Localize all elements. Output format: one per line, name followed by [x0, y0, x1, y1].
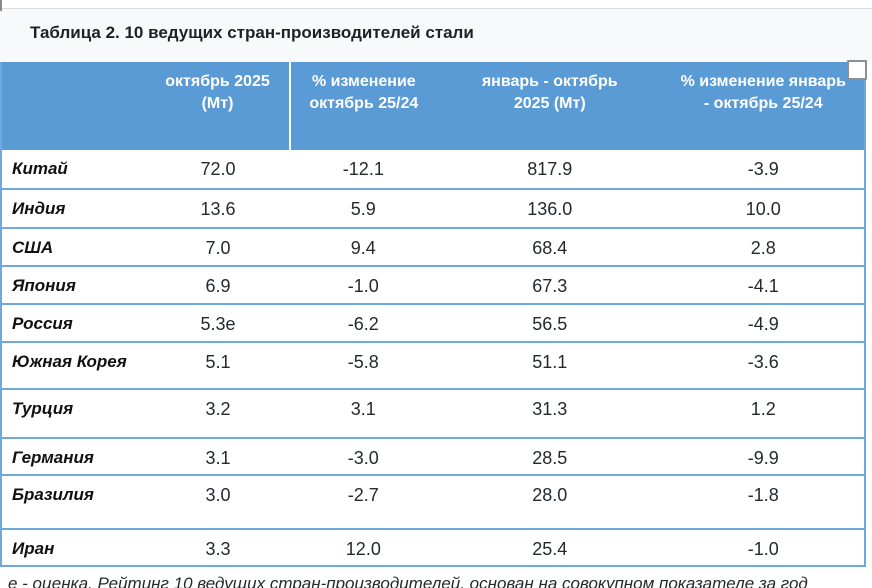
table-row: Южная Корея 5.1 -5.8 51.1 -3.6: [1, 342, 865, 390]
value-cell: -2.7: [289, 475, 437, 530]
table-row: Бразилия 3.0 -2.7 28.0 -1.8: [1, 475, 865, 530]
value-cell: 25.4: [436, 529, 663, 567]
value-cell: 9.4: [289, 228, 437, 267]
header-jan-october-2025: январь - октябрь 2025 (Мт): [436, 62, 663, 150]
header-line: январь - октябрь: [481, 73, 618, 90]
header-row: октябрь 2025 (Мт) % изменение октябрь 25…: [1, 62, 865, 150]
value-cell: 67.3: [436, 266, 663, 305]
value-cell: -1.0: [289, 266, 437, 305]
value-cell: 10.0: [662, 189, 865, 229]
value-cell: 817.9: [436, 150, 663, 190]
value-cell: -4.1: [662, 266, 865, 305]
value-cell: 6.9: [146, 266, 290, 305]
value-cell: 72.0: [146, 150, 290, 190]
value-cell: 31.3: [436, 389, 663, 439]
value-cell: -12.1: [289, 150, 437, 190]
page-title: Таблица 2. 10 ведущих стран-производител…: [30, 23, 474, 42]
steel-production-table: октябрь 2025 (Мт) % изменение октябрь 25…: [0, 62, 866, 567]
value-cell: 13.6: [146, 189, 290, 229]
value-cell: 3.1: [146, 438, 290, 476]
value-cell: 28.5: [436, 438, 663, 476]
table-row: Китай 72.0 -12.1 817.9 -3.9: [1, 150, 865, 190]
value-cell: -3.6: [662, 342, 865, 390]
value-cell: 3.0: [146, 475, 290, 530]
top-divider: [0, 0, 872, 9]
country-cell: Бразилия: [1, 475, 147, 530]
country-cell: Турция: [1, 389, 147, 439]
value-cell: -1.0: [662, 529, 865, 567]
header-line: - октябрь 25/24: [703, 95, 823, 112]
country-cell: Индия: [1, 189, 147, 229]
value-cell: -6.2: [289, 304, 437, 343]
country-cell: Южная Корея: [1, 342, 147, 390]
header-october-2025: октябрь 2025 (Мт): [146, 62, 291, 150]
table-footnote: е - оценка. Рейтинг 10 ведущих стран-про…: [8, 574, 808, 588]
value-cell: 56.5: [436, 304, 663, 343]
country-cell: Иран: [1, 529, 147, 567]
value-cell: 136.0: [436, 189, 663, 229]
table-row: Япония 6.9 -1.0 67.3 -4.1: [1, 266, 865, 305]
country-cell: Германия: [1, 438, 147, 476]
value-cell: 7.0: [146, 228, 290, 267]
value-cell: -5.8: [289, 342, 437, 390]
value-cell: 68.4: [436, 228, 663, 267]
header-country: [1, 62, 147, 150]
value-cell: 2.8: [662, 228, 865, 267]
country-cell: Япония: [1, 266, 147, 305]
value-cell: 5.1: [146, 342, 290, 390]
table-row: Турция 3.2 3.1 31.3 1.2: [1, 389, 865, 439]
header-change-jan-october: % изменение январь - октябрь 25/24: [662, 62, 865, 150]
value-cell: -9.9: [662, 438, 865, 476]
table-row: Россия 5.3е -6.2 56.5 -4.9: [1, 304, 865, 343]
value-cell: 12.0: [289, 529, 437, 567]
left-edge-mark: [0, 0, 2, 11]
table-row: Германия 3.1 -3.0 28.5 -9.9: [1, 438, 865, 476]
value-cell: -4.9: [662, 304, 865, 343]
country-cell: Россия: [1, 304, 147, 343]
value-cell: -3.0: [289, 438, 437, 476]
title-section: Таблица 2. 10 ведущих стран-производител…: [0, 9, 872, 62]
header-line: октябрь 2025: [165, 73, 270, 90]
header-line: октябрь 25/24: [309, 95, 419, 112]
header-line: (Мт): [201, 95, 234, 112]
country-cell: США: [1, 228, 147, 267]
value-cell: 3.3: [146, 529, 290, 567]
table-row: США 7.0 9.4 68.4 2.8: [1, 228, 865, 267]
value-cell: -1.8: [662, 475, 865, 530]
table-row: Иран 3.3 12.0 25.4 -1.0: [1, 529, 865, 567]
checkbox[interactable]: [847, 60, 867, 80]
value-cell: 3.1: [289, 389, 437, 439]
header-line: % изменение январь: [680, 73, 846, 90]
value-cell: 5.9: [289, 189, 437, 229]
header-change-october: % изменение октябрь 25/24: [289, 62, 437, 150]
country-cell: Китай: [1, 150, 147, 190]
table-row: Индия 13.6 5.9 136.0 10.0: [1, 189, 865, 229]
value-cell: 51.1: [436, 342, 663, 390]
value-cell: 5.3е: [146, 304, 290, 343]
header-line: % изменение: [311, 73, 416, 90]
value-cell: -3.9: [662, 150, 865, 190]
header-line: 2025 (Мт): [513, 95, 586, 112]
value-cell: 28.0: [436, 475, 663, 530]
value-cell: 3.2: [146, 389, 290, 439]
value-cell: 1.2: [662, 389, 865, 439]
